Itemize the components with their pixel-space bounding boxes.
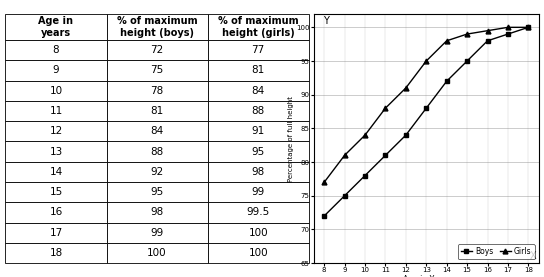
Girls	[423, 59, 430, 63]
Girls	[443, 39, 450, 42]
Boys	[321, 214, 327, 218]
Girls	[403, 86, 409, 90]
Boys	[484, 39, 491, 42]
Text: X: X	[530, 251, 536, 261]
Girls	[382, 107, 388, 110]
Girls	[525, 26, 531, 29]
Boys	[382, 154, 388, 157]
Line: Girls: Girls	[322, 25, 531, 185]
Girls	[464, 32, 471, 36]
Boys	[525, 26, 531, 29]
X-axis label: Age in Years: Age in Years	[403, 275, 450, 277]
Girls	[484, 29, 491, 32]
Girls	[341, 154, 348, 157]
Boys	[464, 59, 471, 63]
Boys	[362, 174, 368, 177]
Boys	[423, 107, 430, 110]
Legend: Boys, Girls: Boys, Girls	[458, 244, 535, 259]
Boys	[505, 32, 511, 36]
Girls	[505, 26, 511, 29]
Line: Boys: Boys	[322, 25, 530, 218]
Boys	[341, 194, 348, 198]
Girls	[362, 134, 368, 137]
Y-axis label: Percentage of full height: Percentage of full height	[287, 96, 294, 181]
Text: Y: Y	[323, 16, 329, 26]
Boys	[403, 134, 409, 137]
Boys	[443, 79, 450, 83]
Girls	[321, 181, 327, 184]
